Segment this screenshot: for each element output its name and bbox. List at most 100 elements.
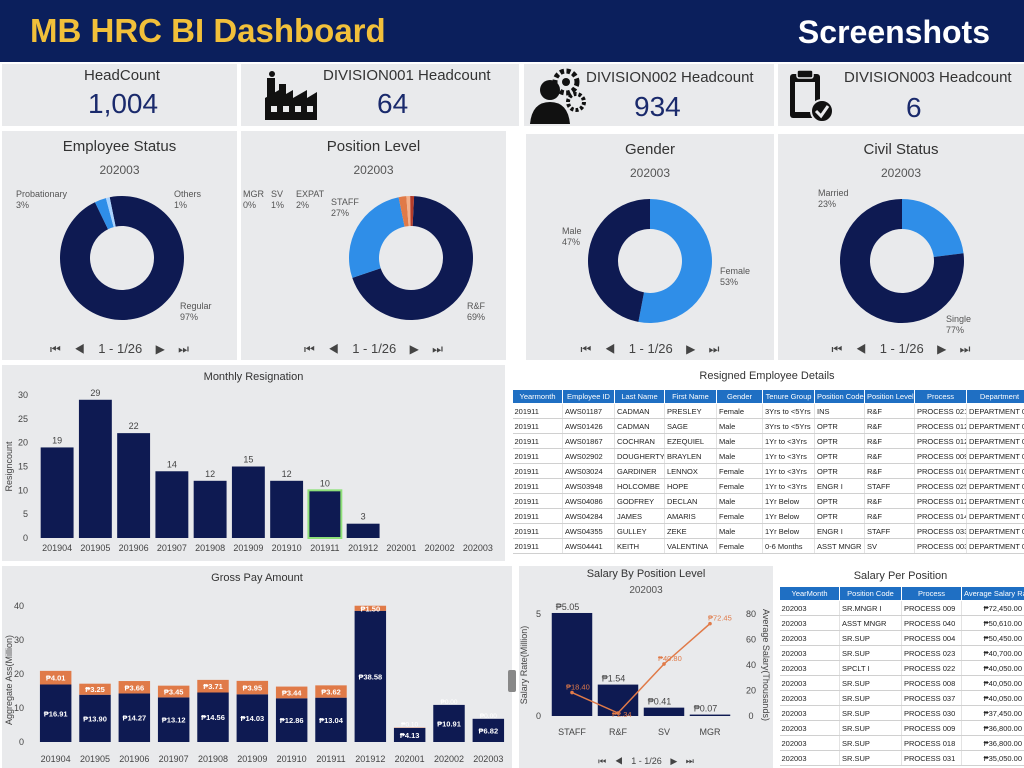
table-cell: DEPARTMENT 0 (966, 523, 1024, 539)
table-cell: PROCESS 014 (914, 508, 967, 524)
kpi-label: DIVISION003 Headcount (844, 69, 1012, 86)
table-row[interactable]: 202003 SR.SUP PROCESS 004 ₱50,450.00 (779, 630, 1024, 646)
table-row[interactable]: 202003 SR.SUP PROCESS 030 ₱37,450.00 (779, 705, 1024, 721)
table-row[interactable]: 202003 SR.SUP PROCESS 018 ₱36,800.00 (779, 735, 1024, 751)
column-header[interactable]: YearMonth (779, 586, 840, 601)
x-tick-label: SV (658, 727, 670, 737)
pager-label: 1 - 1/26 (98, 341, 143, 356)
table-cell: Female (716, 538, 763, 554)
table-cell: HOPE (664, 478, 717, 494)
y2-tick-label: 40 (746, 660, 756, 670)
table-row[interactable]: 202003 ASST MNGR PROCESS 040 ₱50,610.00 (779, 615, 1024, 631)
bar (193, 480, 227, 538)
table-row[interactable]: 201911 AWS04441 KEITH VALENTINA Female 0-6 Mo… (512, 538, 1024, 554)
table-cell: ₱40,050.00 (961, 675, 1024, 691)
table-row[interactable]: 202003 SR.SUP PROCESS 009 ₱36,800.00 (779, 720, 1024, 736)
table-cell: R&F (864, 433, 915, 449)
table-cell: 202003 (779, 615, 840, 631)
table-row[interactable]: 201911 AWS01187 CADMAN PRESLEY Female 3Yrs to… (512, 403, 1024, 419)
data-label: ₱3.71 (203, 682, 223, 691)
table-row[interactable]: 201911 AWS04355 GULLEY ZEKE Male 1Yr Below ENG… (512, 523, 1024, 539)
x-tick-label: 201911 (310, 543, 339, 553)
table-cell: GULLEY (614, 523, 665, 539)
column-header[interactable]: First Name (664, 389, 717, 404)
data-label: ₱0.41 (648, 697, 672, 707)
table-row[interactable]: 201911 AWS03024 GARDINER LENNOX Female 1Yr to… (512, 463, 1024, 479)
table-row[interactable]: 202003 SR.SUP PROCESS 037 ₱40,050.00 (779, 690, 1024, 706)
salary-pager[interactable]: ⏮ ◀ 1 - 1/26 ▶ ⏭ (598, 756, 694, 766)
table-cell: ASST MNGR (814, 538, 865, 554)
table-row[interactable]: 201911 AWS04284 JAMES AMARIS Female 1Yr Below… (512, 508, 1024, 524)
column-header[interactable]: Average Salary Rate (961, 586, 1024, 601)
table-cell: 201911 (512, 523, 563, 539)
slice-name-label: Probationary (16, 189, 68, 199)
donut-slice (94, 198, 114, 230)
bar (40, 447, 74, 538)
table-row[interactable]: 201911 AWS03948 HOLCOMBE HOPE Female 1Yr to <… (512, 478, 1024, 494)
x-tick-label: 201905 (80, 754, 110, 764)
table-cell: 202003 (779, 705, 840, 721)
table-row[interactable]: 201911 AWS04086 GODFREY DECLAN Male 1Yr Below… (512, 493, 1024, 509)
table-cell: 1Yr Below (762, 523, 815, 539)
table-row[interactable]: 202003 SR.SUP PROCESS 023 ₱40,700.00 (779, 645, 1024, 661)
line-label: ₱72.45 (708, 614, 732, 623)
donut-pager[interactable]: ⏮ ◀ 1 - 1/26 ▶ ⏭ (304, 341, 443, 356)
column-header[interactable]: Position Level (864, 389, 915, 404)
table-cell: JAMES (614, 508, 665, 524)
table-cell: R&F (864, 508, 915, 524)
column-header[interactable]: Tenure Group (762, 389, 815, 404)
x-tick-label: 202002 (434, 754, 464, 764)
slice-name-label: MGR (243, 189, 264, 199)
x-tick-label: 201906 (119, 543, 149, 553)
table-cell: Male (716, 433, 763, 449)
x-tick-label: 201907 (157, 543, 187, 553)
column-header[interactable]: Yearmonth (512, 389, 563, 404)
donut-pager[interactable]: ⏮ ◀ 1 - 1/26 ▶ ⏭ (580, 341, 720, 356)
table-cell: GARDINER (614, 463, 665, 479)
table-row[interactable]: 202003 SR.SUP PROCESS 008 ₱40,050.00 (779, 675, 1024, 691)
donut-pager[interactable]: ⏮ ◀ 1 - 1/26 ▶ ⏭ (831, 341, 971, 356)
data-label: ₱3.62 (321, 688, 341, 697)
slice-name-label: R&F (467, 301, 486, 311)
table-cell: 1Yr to <3Yrs (762, 478, 815, 494)
column-header[interactable]: Process (901, 586, 962, 601)
splitter-handle[interactable] (508, 670, 516, 692)
kpi-value: 6 (906, 92, 922, 123)
bar (270, 480, 304, 538)
table-row[interactable]: 202003 SR.MNGR I PROCESS 009 ₱72,450.00 (779, 600, 1024, 616)
gross-pay-card: Gross Pay Amount 0 10 20 30 40 Aggregate Ass(… (2, 566, 512, 768)
column-header[interactable]: Last Name (614, 389, 665, 404)
table-row[interactable]: 201911 AWS01867 COCHRAN EZEQUIEL Male 1Yr to … (512, 433, 1024, 449)
column-header[interactable]: Employee ID (562, 389, 615, 404)
x-tick-label: 202001 (386, 543, 416, 553)
column-header[interactable]: Position Code (839, 586, 902, 601)
table-row[interactable]: 201911 AWS02902 DOUGHERTY BRAYLEN Male 1Yr to… (512, 448, 1024, 464)
slice-name-label: Others (174, 189, 202, 199)
table-cell: CADMAN (614, 418, 665, 434)
table-cell: PROCESS 003 (914, 538, 967, 554)
column-header[interactable]: Position Code (814, 389, 865, 404)
table-cell: PROCESS 008 (901, 675, 962, 691)
table-cell: AWS04086 (562, 493, 615, 509)
line-label: ₱18.40 (566, 683, 590, 692)
donut-pager[interactable]: ⏮ ◀ 1 - 1/26 ▶ ⏭ (50, 341, 189, 356)
table-cell: HOLCOMBE (614, 478, 665, 494)
slice-name-label: SV (271, 189, 283, 199)
x-tick-label: 201912 (355, 754, 385, 764)
data-label: ₱4.01 (46, 674, 66, 683)
column-header[interactable]: Gender (716, 389, 763, 404)
table-row[interactable]: 202003 SR.SUP PROCESS 031 ₱35,050.00 (779, 750, 1024, 766)
table-row[interactable]: 202003 SPCLT I PROCESS 022 ₱40,050.00 (779, 660, 1024, 676)
table-cell: AWS01187 (562, 403, 615, 419)
table-cell: KEITH (614, 538, 665, 554)
bar-top (79, 683, 111, 695)
data-label: ₱13.12 (162, 716, 186, 725)
table-cell: R&F (864, 448, 915, 464)
table-title: Salary Per Position (853, 570, 948, 582)
table-cell: DEPARTMENT 0 (966, 433, 1024, 449)
table-cell: 3Yrs to <5Yrs (762, 403, 815, 419)
column-header[interactable]: Department (966, 389, 1024, 404)
table-row[interactable]: 201911 AWS01426 CADMAN SAGE Male 3Yrs to <5Yr… (512, 418, 1024, 434)
column-header[interactable]: Process (914, 389, 967, 404)
